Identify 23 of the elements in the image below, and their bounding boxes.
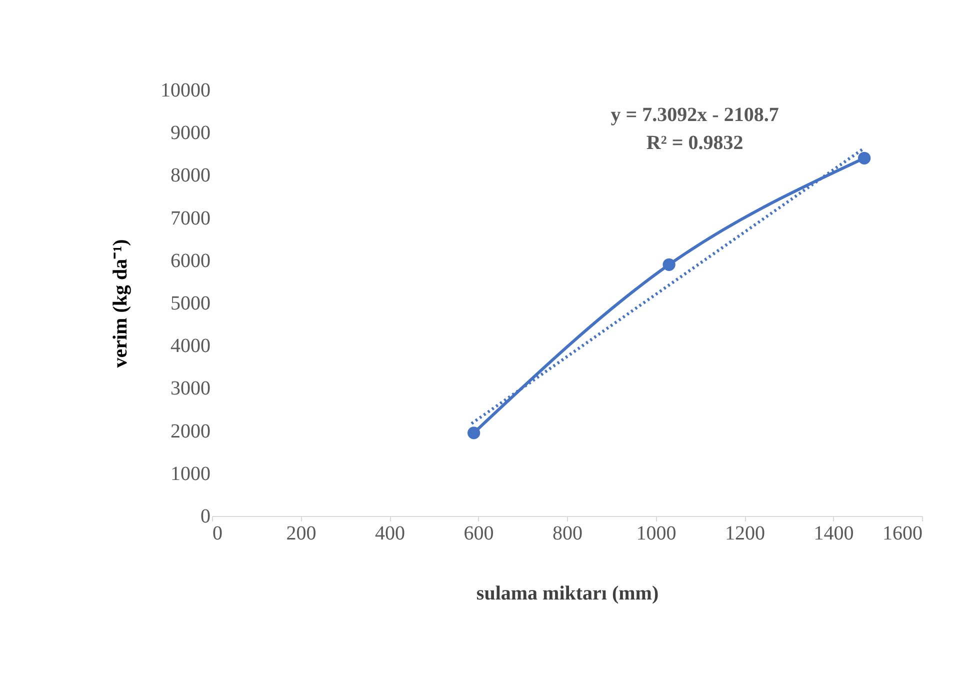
x-tick-label: 1600 bbox=[882, 522, 922, 544]
y-tick-label: 8000 bbox=[170, 164, 210, 187]
x-tick-label: 1400 bbox=[814, 522, 854, 544]
y-tick-label: 5000 bbox=[170, 292, 210, 314]
y-tick-label: 10000 bbox=[160, 80, 210, 102]
y-tick-label: 9000 bbox=[170, 122, 210, 144]
annotation: y = 7.3092x - 2108.7 bbox=[610, 104, 779, 126]
y-tick-label: 6000 bbox=[170, 250, 210, 272]
y-tick-label: 4000 bbox=[170, 335, 210, 358]
y-axis-title: verim (kg da⁻¹) bbox=[110, 239, 132, 368]
x-tick-label: 200 bbox=[286, 522, 316, 544]
x-tick-label: 400 bbox=[375, 522, 405, 544]
y-tick-label: 7000 bbox=[170, 207, 210, 230]
x-axis-title: sulama miktarı (mm) bbox=[476, 582, 659, 604]
x-tick-label: 1000 bbox=[636, 522, 676, 544]
annotation: R² = 0.9832 bbox=[646, 132, 744, 154]
y-tick-label: 2000 bbox=[170, 420, 210, 442]
y-tick-label: 3000 bbox=[170, 378, 210, 400]
y-tick-label: 1000 bbox=[170, 462, 210, 485]
x-tick-label: 800 bbox=[552, 522, 582, 544]
y-tick-label: 0 bbox=[200, 506, 210, 528]
x-tick-label: 600 bbox=[464, 522, 494, 544]
x-tick-label: 1200 bbox=[725, 522, 765, 544]
